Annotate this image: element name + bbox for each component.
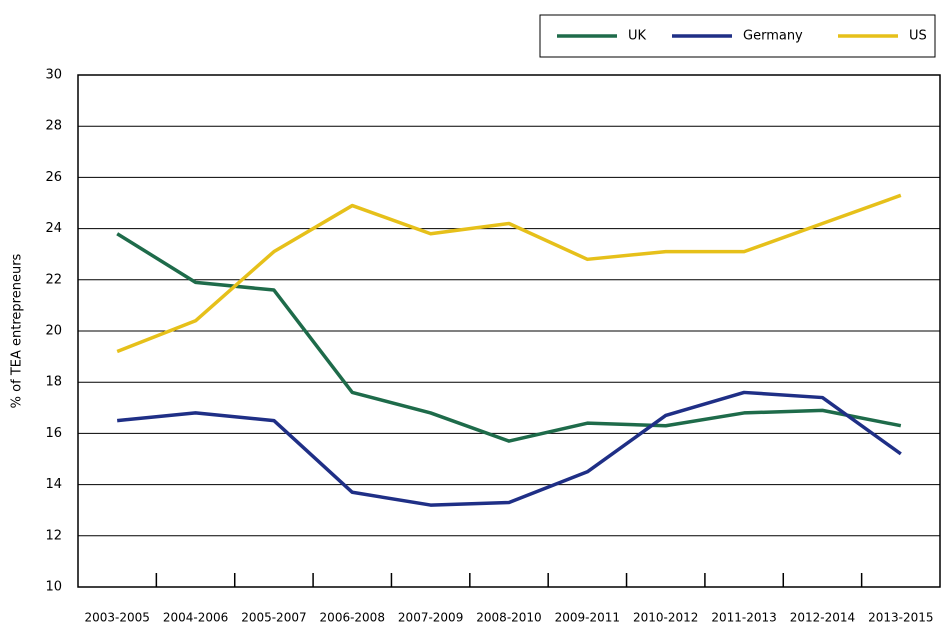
series-line — [116, 232, 902, 443]
x-tick-label: 2004-2006 — [163, 611, 228, 625]
plot-frame — [77, 74, 941, 588]
y-tick-label: 26 — [45, 170, 62, 185]
x-tick-label: 2007-2009 — [398, 611, 463, 625]
y-tick-label: 22 — [45, 272, 62, 287]
x-tick-label: 2003-2005 — [84, 611, 149, 625]
x-tick-label: 2011-2013 — [711, 611, 776, 625]
y-tick-label: 30 — [45, 68, 62, 83]
x-tick-label: 2013-2015 — [868, 611, 933, 625]
x-tick-label: 2012-2014 — [790, 611, 855, 625]
x-tick-label: 2008-2010 — [476, 611, 541, 625]
y-tick-label: 12 — [45, 528, 62, 543]
series-line — [116, 193, 902, 354]
legend-label: UK — [628, 29, 647, 44]
y-tick-label: 10 — [45, 580, 62, 595]
x-tick-label: 2006-2008 — [320, 611, 385, 625]
y-tick-label: 20 — [45, 324, 62, 339]
y-tick-label: 14 — [45, 477, 62, 492]
y-tick-label: 16 — [45, 426, 62, 441]
series-line — [117, 390, 902, 507]
y-tick-label: 28 — [45, 119, 62, 134]
x-tick-label: 2005-2007 — [241, 611, 306, 625]
y-tick-label: 18 — [45, 375, 62, 390]
y-axis-label: % of TEA entrepreneurs — [10, 253, 25, 408]
legend-label: Germany — [743, 29, 803, 44]
legend-label: US — [909, 29, 927, 44]
y-tick-label: 24 — [45, 221, 62, 236]
x-tick-label: 2010-2012 — [633, 611, 698, 625]
x-tick-label: 2009-2011 — [555, 611, 620, 625]
